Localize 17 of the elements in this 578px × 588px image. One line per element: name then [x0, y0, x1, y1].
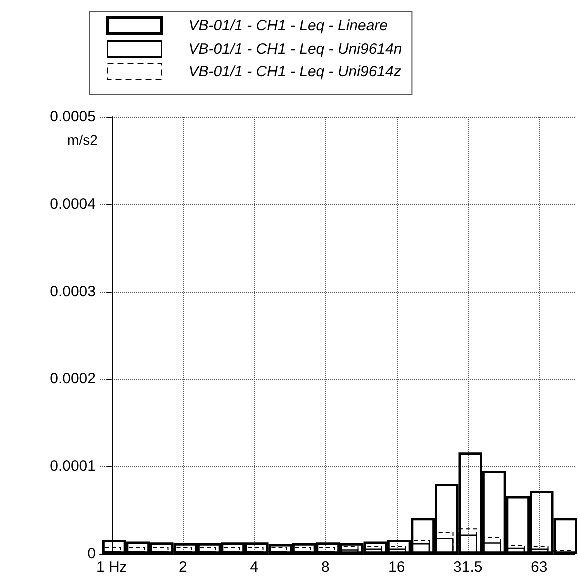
y-tick-label: 0.0005 — [50, 108, 96, 126]
x-tick-label: 16 — [388, 559, 406, 576]
legend-label: VB-01/1 - CH1 - Leq - Lineare — [188, 17, 388, 34]
x-tick-label: 8 — [321, 559, 330, 576]
y-tick-label: 0.0003 — [50, 283, 96, 300]
x-tick-label: 4 — [250, 559, 259, 576]
x-tick-label: 2 — [178, 559, 188, 576]
legend-label: VB-01/1 - CH1 - Leq - Uni9614z — [188, 63, 402, 80]
y-tick-label: 0.0004 — [50, 196, 96, 213]
y-tick-label: 0.0001 — [50, 458, 96, 476]
x-tick-label: 63 — [531, 559, 548, 576]
y-tick-label: 0 — [88, 546, 96, 562]
x-tick-label: 31.5 — [454, 559, 483, 576]
y-tick-label: 0.0002 — [50, 370, 96, 388]
legend-label: VB-01/1 - CH1 - Leq - Uni9614n — [188, 40, 402, 58]
y-axis-title: m/s2 — [68, 132, 98, 148]
x-tick-label: 1 Hz — [96, 559, 128, 576]
